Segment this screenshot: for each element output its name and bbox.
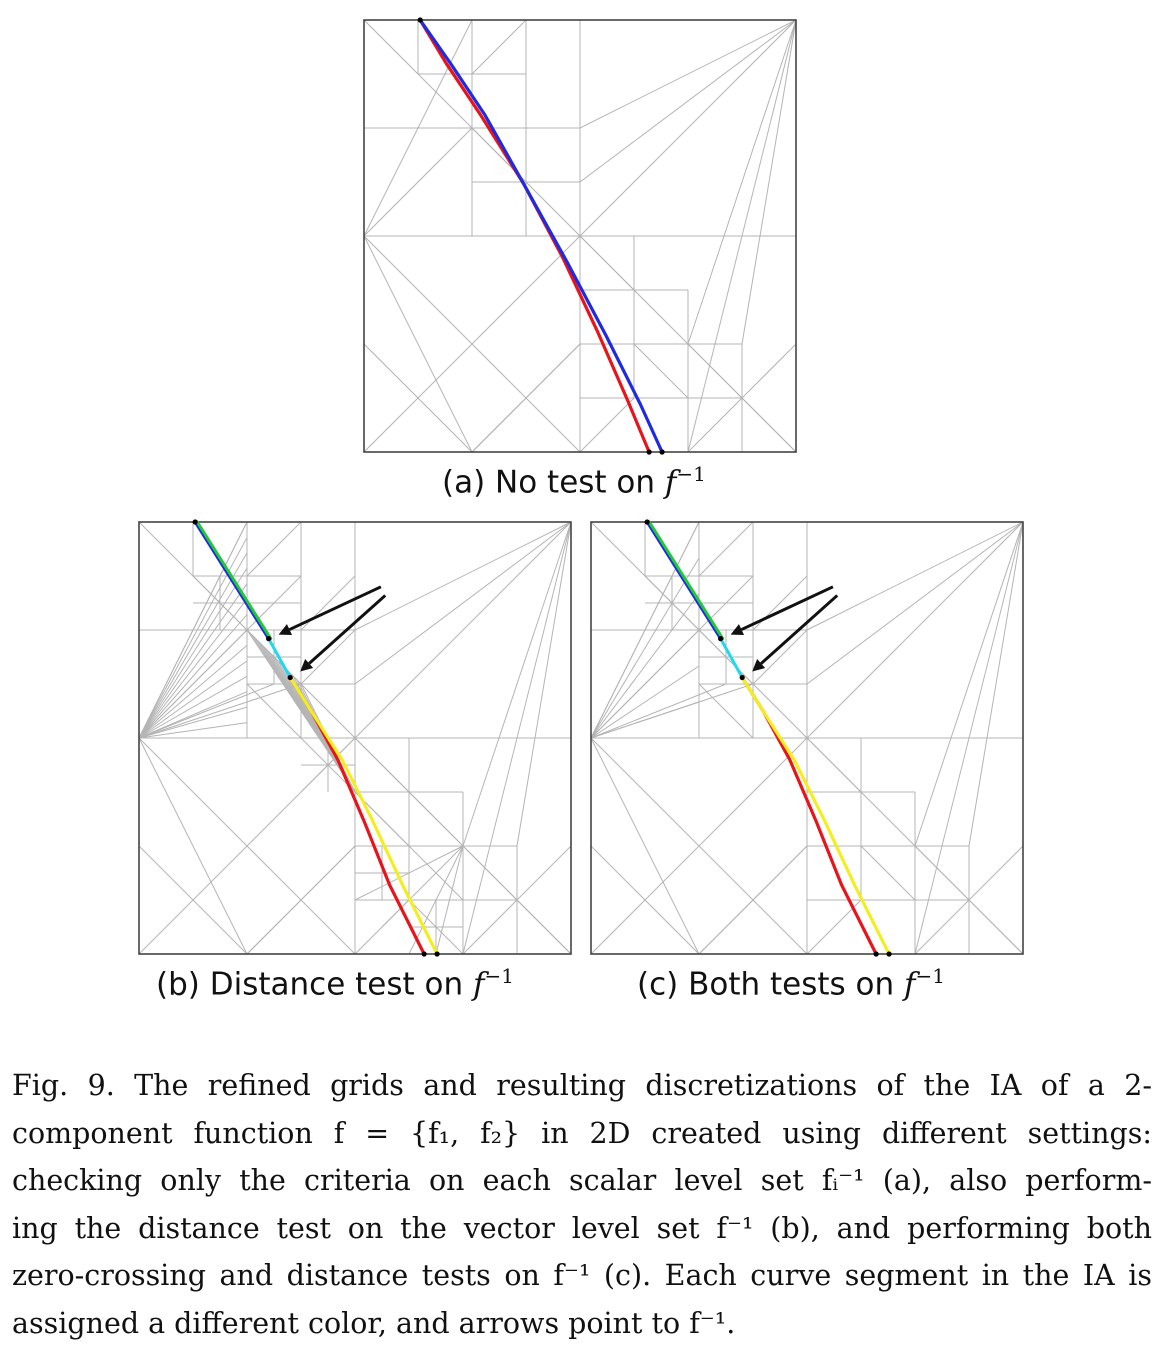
grid-line xyxy=(591,684,753,738)
grid-line xyxy=(591,666,699,738)
panel-b-figure xyxy=(135,518,575,958)
curve-endpoint xyxy=(718,636,723,641)
curve-endpoint xyxy=(740,675,745,680)
grid-line xyxy=(969,522,1023,846)
red-curve-segment xyxy=(742,678,876,954)
panel-a-grid-plot xyxy=(360,16,800,456)
green-curve-segment xyxy=(649,522,722,639)
panel-c-figure xyxy=(587,518,1027,958)
grid-line xyxy=(742,20,796,344)
curve-endpoint xyxy=(434,951,439,956)
grid-line xyxy=(591,738,699,846)
arrow-to-f-inverse xyxy=(752,595,837,671)
grid-line xyxy=(699,684,753,738)
grid-line xyxy=(364,236,472,452)
caption-line: zero-crossing and distance tests on f⁻¹ … xyxy=(12,1252,1152,1300)
grid-line xyxy=(463,522,571,846)
grid-line xyxy=(139,684,274,738)
grid-line xyxy=(139,645,247,738)
panel-c-subcaption: (c) Both tests on f−1 xyxy=(637,964,945,1002)
grid-line xyxy=(139,723,247,738)
grid-line xyxy=(580,20,796,128)
curve-endpoint xyxy=(647,449,652,454)
curve-endpoint xyxy=(266,636,271,641)
grid-line xyxy=(753,630,807,684)
grid-line xyxy=(699,522,753,576)
grid-line xyxy=(139,738,247,954)
grid-line xyxy=(364,128,472,236)
grid-line xyxy=(807,522,1023,630)
grid-line xyxy=(591,630,699,738)
caption-line: Fig. 9. The refined grids and resulting … xyxy=(12,1062,1152,1110)
curve-endpoint xyxy=(886,951,891,956)
grid-line xyxy=(301,630,355,684)
grid-line xyxy=(382,846,463,927)
panel-b-subcaption: (b) Distance test on f−1 xyxy=(156,964,514,1002)
panel-a-figure xyxy=(360,16,800,456)
curve-endpoint xyxy=(422,951,427,956)
caption-line: component function f = {f₁, f₂} in 2D cr… xyxy=(12,1110,1152,1158)
caption-line: checking only the criteria on each scala… xyxy=(12,1157,1152,1205)
grid-line xyxy=(634,344,688,398)
panel-c-grid-plot xyxy=(587,518,1027,958)
blue-curve-segment xyxy=(195,522,268,639)
curve-endpoint xyxy=(645,519,650,524)
grid-line xyxy=(580,236,634,290)
figure-caption: Fig. 9. The refined grids and resulting … xyxy=(12,1062,1152,1347)
curve-endpoint xyxy=(288,675,293,680)
arrow-to-f-inverse xyxy=(300,595,385,671)
grid-line xyxy=(409,792,463,846)
grid-line xyxy=(355,522,571,738)
caption-line: ing the distance test on the vector leve… xyxy=(12,1205,1152,1253)
grid-line xyxy=(139,599,247,738)
curve-endpoint xyxy=(874,951,879,956)
curve-endpoint xyxy=(659,449,664,454)
yellow-curve-segment xyxy=(742,678,889,954)
grid-line xyxy=(139,568,247,738)
cyan-curve-segment xyxy=(721,639,743,678)
grid-line xyxy=(355,738,409,792)
grid-line xyxy=(580,20,796,236)
grid-line xyxy=(688,20,796,344)
grid-line xyxy=(247,522,301,576)
grid-line xyxy=(591,738,699,954)
blue-curve-segment xyxy=(647,522,720,639)
curve-endpoint xyxy=(193,519,198,524)
grid-line xyxy=(517,522,571,846)
grid-line xyxy=(139,661,247,738)
caption-line: assigned a different color, and arrows p… xyxy=(12,1300,1152,1347)
grid-line xyxy=(591,558,699,738)
grid-line xyxy=(915,522,1023,846)
panel-b-grid-plot xyxy=(135,518,575,958)
arrow-to-f-inverse xyxy=(731,587,833,635)
grid-line xyxy=(139,738,247,846)
grid-line xyxy=(807,522,1023,684)
grid-line xyxy=(580,20,796,182)
grid-line xyxy=(580,398,634,452)
grid-line xyxy=(807,738,861,792)
grid-line xyxy=(355,522,571,684)
grid-line xyxy=(807,522,1023,738)
arrow-to-f-inverse xyxy=(279,587,381,635)
panel-a-subcaption: (a) No test on f−1 xyxy=(442,462,706,500)
green-curve-segment xyxy=(197,522,270,639)
curve-endpoint xyxy=(418,17,423,22)
grid-line xyxy=(472,20,526,74)
grid-line xyxy=(861,846,915,900)
grid-line xyxy=(364,236,472,344)
grid-line xyxy=(355,522,571,630)
